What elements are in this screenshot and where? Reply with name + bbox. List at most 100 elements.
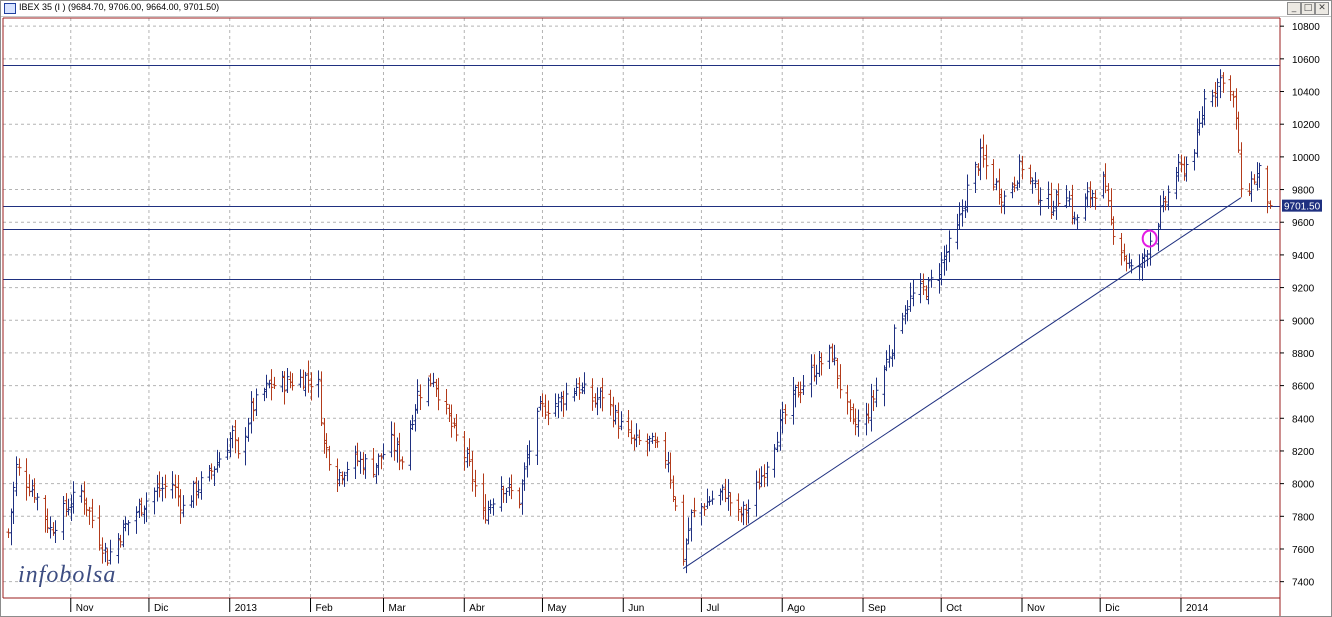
ohlc-bar [900, 312, 905, 334]
y-tick-label: 8800 [1292, 349, 1315, 360]
ohlc-bar [319, 371, 324, 427]
ohlc-bar [191, 480, 196, 509]
ohlc-bar [1148, 232, 1153, 266]
ohlc-bar [944, 244, 949, 271]
ohlc-bar [410, 414, 415, 430]
ohlc-bar [139, 497, 144, 517]
ohlc-bar [884, 350, 889, 372]
ohlc-bar [577, 377, 582, 400]
maximize-button[interactable]: □ [1301, 2, 1315, 15]
ohlc-bar [309, 372, 314, 401]
y-axis: 7400 7600 7800 8000 8200 8400 8600 8800 9000 9200… [1280, 22, 1320, 589]
ohlc-bar [741, 501, 746, 526]
ohlc-bar [600, 377, 605, 412]
ohlc-bar [527, 440, 532, 466]
ohlc-bar [780, 401, 785, 434]
ohlc-bar [178, 489, 183, 524]
ohlc-bar [392, 422, 397, 461]
y-tick-label: 9200 [1292, 284, 1315, 295]
ohlc-bar [772, 443, 777, 478]
ohlc-bar [1038, 187, 1043, 216]
ohlc-bar [1218, 69, 1223, 99]
ohlc-bar [209, 463, 214, 480]
ohlc-bar [827, 344, 832, 370]
ohlc-bar [306, 360, 311, 393]
ohlc-bar [1090, 189, 1095, 207]
ohlc-bar [160, 476, 165, 502]
ohlc-bar [522, 462, 527, 491]
ohlc-bar [684, 538, 689, 574]
close-button[interactable]: ✕ [1315, 2, 1329, 15]
ohlc-bar [535, 407, 540, 465]
ohlc-bar [1236, 111, 1241, 153]
ohlc-bar [553, 393, 558, 417]
ohlc-bar [236, 437, 241, 459]
y-tick-label: 10600 [1292, 55, 1320, 66]
x-tick-label: Sep [868, 603, 886, 614]
ohlc-bar [655, 436, 660, 448]
ohlc-bar [1142, 248, 1147, 268]
x-tick-label: Dic [154, 603, 168, 614]
ohlc-bar [1111, 216, 1116, 245]
ohlc-bar [765, 461, 770, 487]
ohlc-bar [400, 456, 405, 470]
ohlc-bar [929, 269, 934, 288]
ohlc-bar [546, 400, 551, 426]
ohlc-bar [436, 377, 441, 411]
ohlc-bar [1158, 195, 1163, 230]
ohlc-bar [853, 408, 858, 436]
ohlc-bar [32, 478, 37, 503]
ohlc-bar [686, 517, 691, 544]
ohlc-bar [108, 539, 113, 565]
ohlc-bar [517, 487, 522, 509]
x-tick-label: 2014 [1186, 603, 1209, 614]
signal-marker [1141, 229, 1158, 248]
ohlc-bar [272, 376, 277, 390]
ohlc-bar [1051, 200, 1056, 216]
x-tick-label: Feb [316, 603, 334, 614]
ohlc-bar [87, 506, 92, 525]
ohlc-bar [973, 161, 978, 193]
y-tick-label: 8400 [1292, 414, 1315, 425]
price-chart[interactable]: 7400 7600 7800 8000 8200 8400 8600 8800 9000 9200… [1, 16, 1331, 616]
x-tick-label: Mar [388, 603, 406, 614]
infobolsa-logo: infobolsa [18, 562, 116, 588]
ohlc-bar [671, 475, 676, 502]
y-tick-label: 10800 [1292, 22, 1320, 33]
support-trendline [682, 197, 1242, 570]
y-tick-label: 9000 [1292, 316, 1315, 327]
x-tick-label: Abr [469, 603, 485, 614]
ohlc-bar [144, 492, 149, 523]
ohlc-bar [1012, 176, 1017, 193]
ohlc-bar [428, 373, 433, 387]
ohlc-bar [736, 493, 741, 522]
ohlc-bar [243, 427, 248, 466]
y-tick-label: 7800 [1292, 512, 1315, 523]
ohlc-bar [337, 469, 342, 487]
y-tick-label: 9600 [1292, 218, 1315, 229]
horizontal-levels [3, 65, 1280, 280]
ohlc-bar [90, 498, 95, 529]
ohlc-bar [613, 404, 618, 425]
ohlc-bar [196, 480, 201, 499]
ohlc-bar [1210, 89, 1215, 107]
ohlc-bar [1072, 211, 1077, 225]
ohlc-bar [699, 502, 704, 526]
minimize-button[interactable]: _ [1287, 2, 1301, 15]
ohlc-bar [637, 429, 642, 446]
ohlc-bars [6, 69, 1273, 574]
ohlc-bar [540, 393, 545, 417]
ohlc-bar [103, 542, 108, 563]
ohlc-bar [123, 516, 128, 532]
ohlc-bar [415, 379, 420, 414]
ohlc-bar [673, 496, 678, 511]
ohlc-bar [819, 352, 824, 376]
ohlc-bar [488, 499, 493, 514]
ohlc-bar [79, 484, 84, 503]
ohlc-bar [1184, 156, 1189, 182]
ohlc-bar [397, 432, 402, 471]
ohlc-bar [619, 411, 624, 431]
ohlc-bar [783, 404, 788, 425]
ohlc-bar [608, 389, 613, 416]
ohlc-bar [264, 374, 269, 399]
